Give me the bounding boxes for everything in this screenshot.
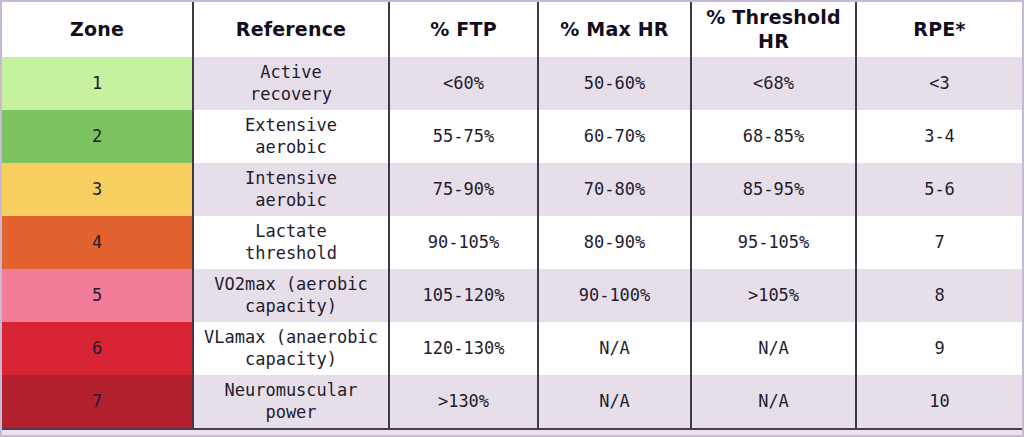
column-header-reference: Reference [194,2,390,57]
column-header-ftp: % FTP [390,2,539,57]
reference-cell: Intensive aerobic [194,163,390,216]
table-row: 1Active recovery<60%50-60%<68%<3 [2,57,1022,110]
table-row: 3Intensive aerobic75-90%70-80%85-95%5-6 [2,163,1022,216]
zone-cell: 3 [2,163,194,216]
reference-cell: Extensive aerobic [194,110,390,163]
table-header-row: Zone Reference % FTP % Max HR % Threshol… [2,2,1022,57]
max-hr-cell: 80-90% [539,216,692,269]
column-header-rpe: RPE* [857,2,1022,57]
threshold-hr-cell: N/A [692,322,857,375]
reference-cell: VLamax (anaerobic capacity) [194,322,390,375]
column-header-threshold-hr: % Threshold HR [692,2,857,57]
rpe-cell: 8 [857,269,1022,322]
column-header-zone: Zone [2,2,194,57]
max-hr-cell: 60-70% [539,110,692,163]
zone-cell: 2 [2,110,194,163]
zone-cell: 6 [2,322,194,375]
rpe-cell: 5-6 [857,163,1022,216]
table-row: 4Lactate threshold90-105%80-90%95-105%7 [2,216,1022,269]
reference-cell: VO2max (aerobic capacity) [194,269,390,322]
max-hr-cell: N/A [539,375,692,428]
ftp-cell: 120-130% [390,322,539,375]
table-row: 7Neuromuscular power>130%N/AN/A10 [2,375,1022,428]
rpe-cell: 9 [857,322,1022,375]
column-header-max-hr: % Max HR [539,2,692,57]
rpe-cell: 10 [857,375,1022,428]
table-bottom-edge [2,428,1022,435]
max-hr-cell: 50-60% [539,57,692,110]
zone-cell: 7 [2,375,194,428]
rpe-cell: 7 [857,216,1022,269]
rpe-cell: 3-4 [857,110,1022,163]
ftp-cell: >130% [390,375,539,428]
zone-cell: 5 [2,269,194,322]
zone-cell: 1 [2,57,194,110]
max-hr-cell: N/A [539,322,692,375]
rpe-cell: <3 [857,57,1022,110]
table-row: 6VLamax (anaerobic capacity)120-130%N/AN… [2,322,1022,375]
table-row: 2Extensive aerobic55-75%60-70%68-85%3-4 [2,110,1022,163]
threshold-hr-cell: 95-105% [692,216,857,269]
threshold-hr-cell: 68-85% [692,110,857,163]
max-hr-cell: 70-80% [539,163,692,216]
reference-cell: Neuromuscular power [194,375,390,428]
ftp-cell: 90-105% [390,216,539,269]
reference-cell: Lactate threshold [194,216,390,269]
table-body: 1Active recovery<60%50-60%<68%<32Extensi… [2,57,1022,428]
max-hr-cell: 90-100% [539,269,692,322]
threshold-hr-cell: 85-95% [692,163,857,216]
reference-cell: Active recovery [194,57,390,110]
training-zones-table: Zone Reference % FTP % Max HR % Threshol… [0,0,1024,437]
threshold-hr-cell: N/A [692,375,857,428]
ftp-cell: 75-90% [390,163,539,216]
zone-cell: 4 [2,216,194,269]
ftp-cell: <60% [390,57,539,110]
threshold-hr-cell: >105% [692,269,857,322]
ftp-cell: 105-120% [390,269,539,322]
ftp-cell: 55-75% [390,110,539,163]
table-row: 5VO2max (aerobic capacity)105-120%90-100… [2,269,1022,322]
threshold-hr-cell: <68% [692,57,857,110]
